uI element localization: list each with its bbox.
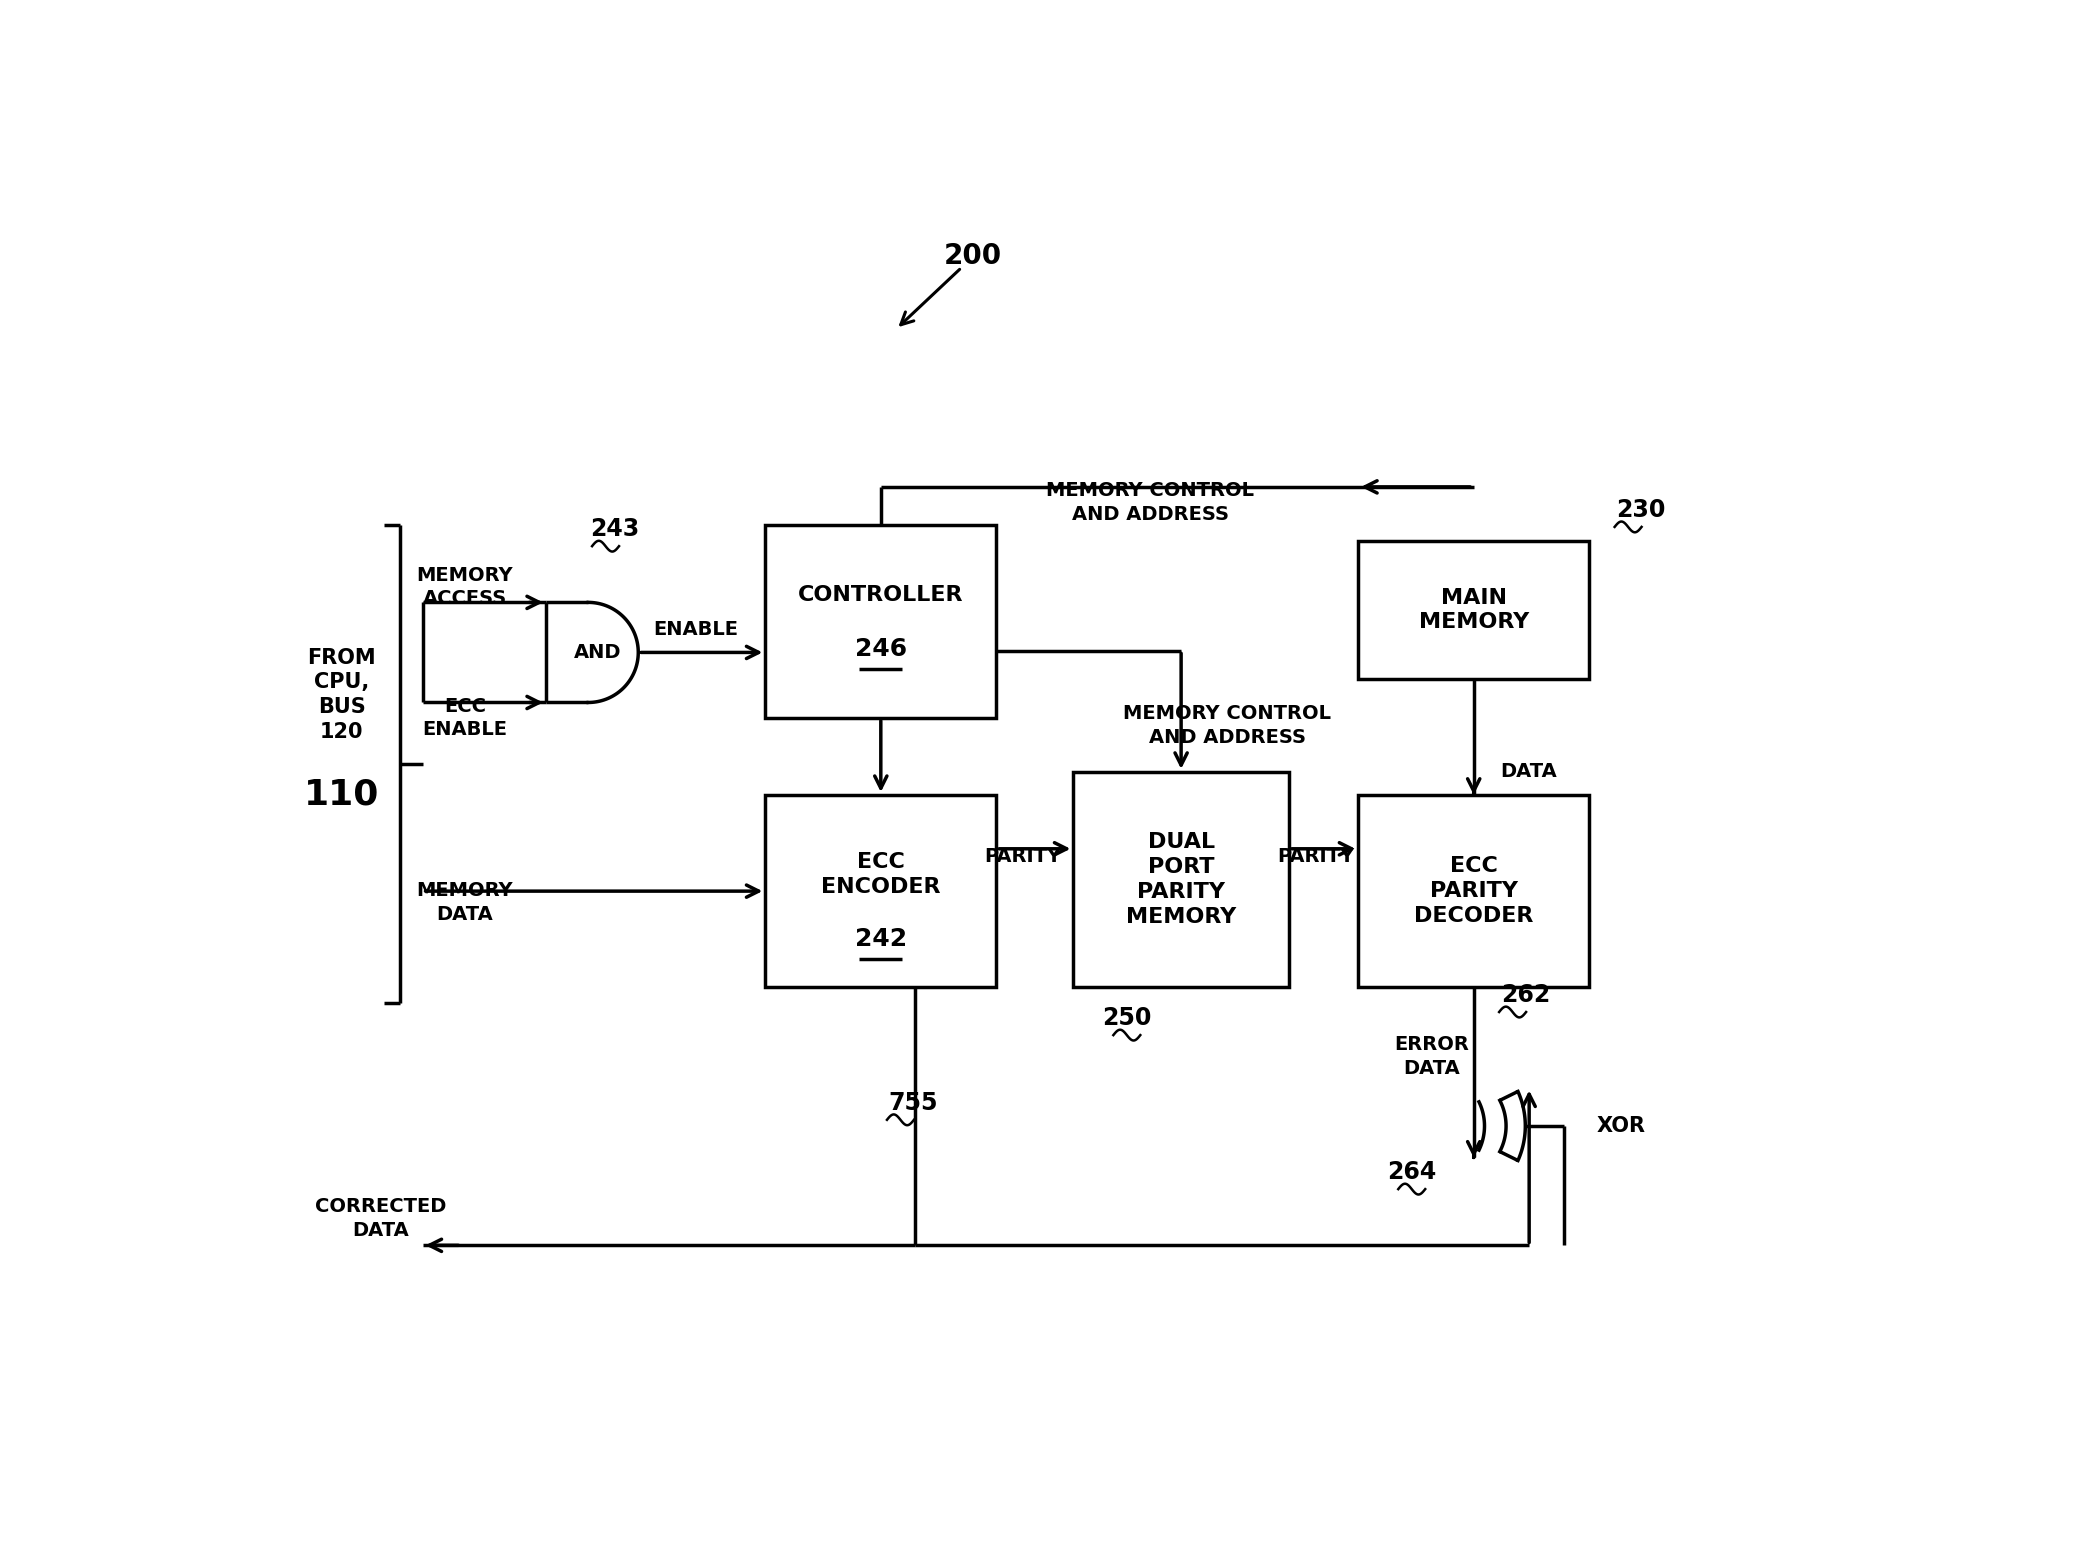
Text: 243: 243 bbox=[590, 517, 640, 541]
Text: DUAL
PORT
PARITY
MEMORY: DUAL PORT PARITY MEMORY bbox=[1126, 833, 1236, 927]
Text: MEMORY CONTROL
AND ADDRESS: MEMORY CONTROL AND ADDRESS bbox=[1047, 481, 1255, 524]
Text: DATA: DATA bbox=[1502, 762, 1558, 782]
Text: MEMORY
DATA: MEMORY DATA bbox=[417, 882, 513, 924]
Text: ECC
ENCODER: ECC ENCODER bbox=[820, 851, 941, 896]
Text: XOR: XOR bbox=[1597, 1116, 1645, 1136]
Text: PARITY: PARITY bbox=[984, 847, 1061, 867]
Text: MEMORY CONTROL
AND ADDRESS: MEMORY CONTROL AND ADDRESS bbox=[1124, 705, 1331, 746]
Text: MEMORY
ACCESS: MEMORY ACCESS bbox=[417, 566, 513, 608]
Bar bbox=[1358, 541, 1589, 680]
Text: AND: AND bbox=[573, 643, 621, 662]
Text: ECC
ENABLE: ECC ENABLE bbox=[422, 697, 507, 739]
Text: 200: 200 bbox=[945, 242, 1003, 270]
Bar bbox=[764, 526, 997, 719]
Text: 246: 246 bbox=[856, 637, 908, 660]
Text: ERROR
DATA: ERROR DATA bbox=[1394, 1035, 1468, 1078]
Text: FROM
CPU,
BUS
120: FROM CPU, BUS 120 bbox=[307, 648, 376, 742]
Bar bbox=[1358, 794, 1589, 987]
Text: 264: 264 bbox=[1387, 1160, 1437, 1184]
Text: 242: 242 bbox=[856, 927, 908, 951]
Text: 250: 250 bbox=[1103, 1007, 1153, 1030]
Text: 755: 755 bbox=[889, 1090, 939, 1115]
Text: 110: 110 bbox=[303, 777, 380, 813]
Text: CONTROLLER: CONTROLLER bbox=[798, 584, 964, 604]
Text: PARITY: PARITY bbox=[1277, 847, 1354, 867]
Text: ENABLE: ENABLE bbox=[654, 620, 739, 638]
Text: 262: 262 bbox=[1502, 984, 1549, 1007]
Text: CORRECTED
DATA: CORRECTED DATA bbox=[314, 1197, 447, 1240]
Text: ECC
PARITY
DECODER: ECC PARITY DECODER bbox=[1414, 856, 1533, 925]
Text: 230: 230 bbox=[1616, 498, 1666, 523]
Text: MAIN
MEMORY: MAIN MEMORY bbox=[1419, 588, 1529, 632]
Bar bbox=[1074, 773, 1290, 987]
Bar bbox=[764, 794, 997, 987]
